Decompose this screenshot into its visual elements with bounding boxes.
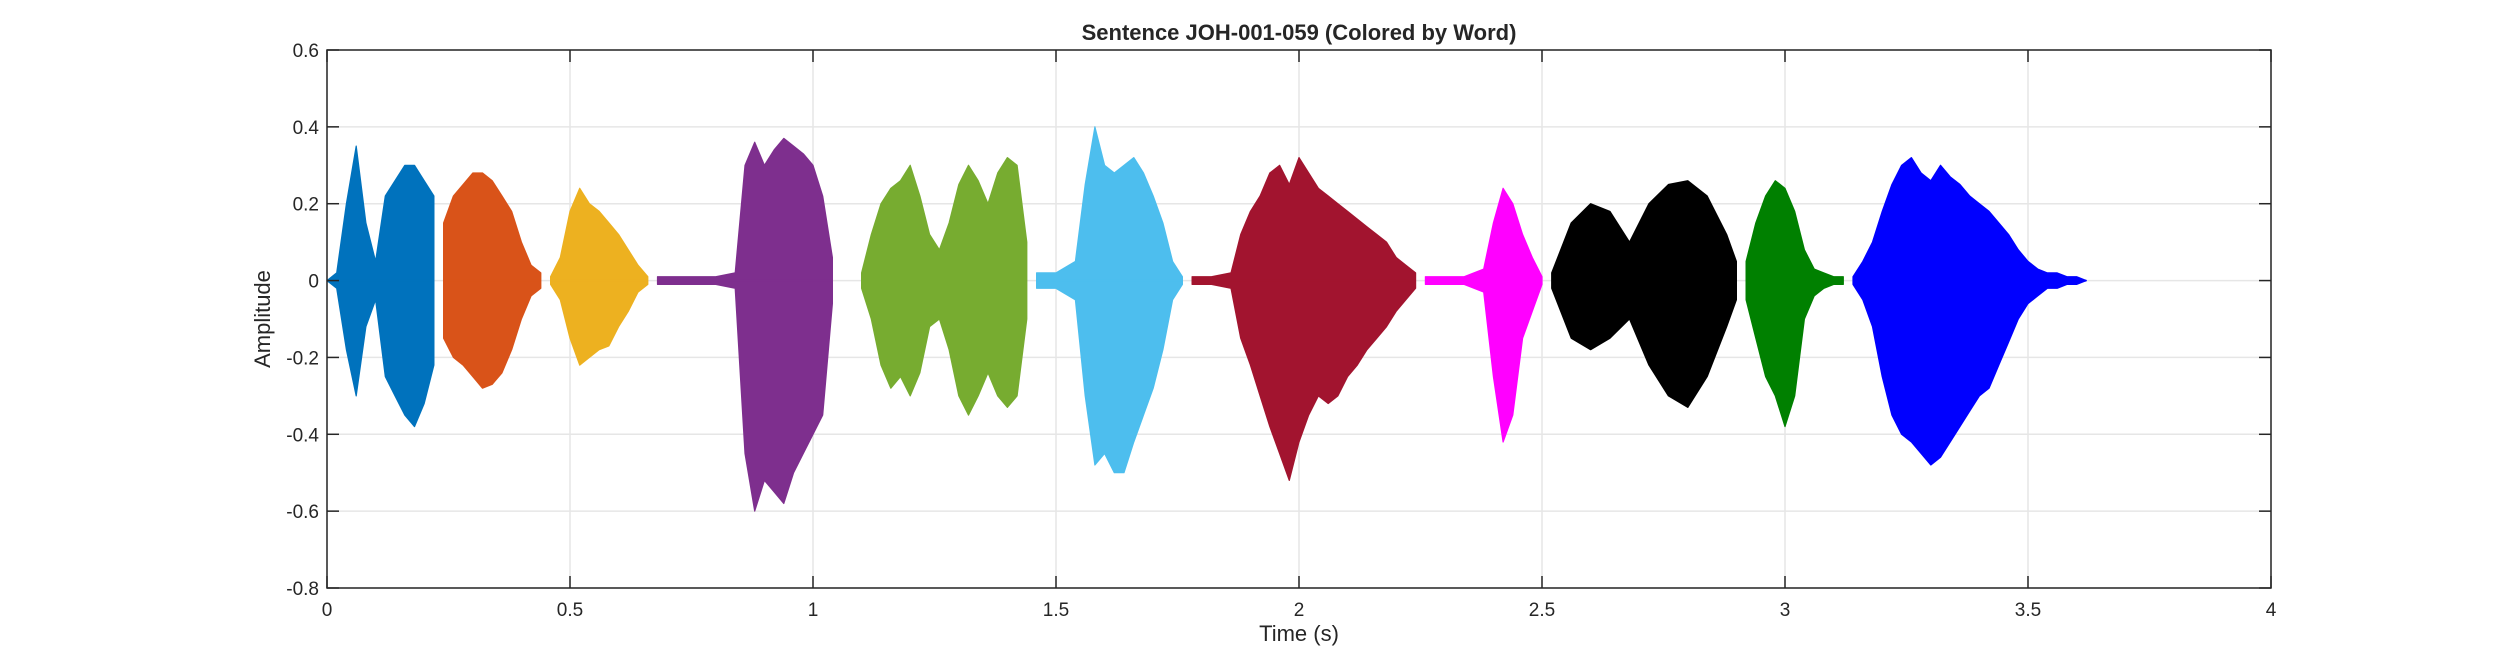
waveform-envelope	[656, 137, 833, 512]
word-segment-8	[1424, 187, 1543, 443]
y-tick-label: -0.4	[286, 425, 319, 446]
x-tick-label: 4	[2266, 600, 2277, 621]
word-segment-10	[1745, 180, 1844, 428]
word-segment-5	[861, 157, 1028, 416]
waveform-envelope	[1745, 180, 1844, 428]
y-tick-label: 0.4	[293, 118, 320, 139]
y-tick-label: -0.6	[286, 502, 319, 523]
waveform-envelope	[1036, 126, 1183, 474]
word-segment-11	[1852, 157, 2087, 466]
word-segment-4	[656, 137, 833, 512]
waveform-envelope	[1551, 180, 1737, 408]
x-tick-label: 1.5	[1043, 600, 1069, 621]
x-tick-label: 2.5	[1529, 600, 1555, 621]
y-tick-label: 0	[308, 272, 319, 293]
waveform-envelope	[1852, 157, 2087, 466]
waveform-envelope	[1191, 157, 1417, 481]
word-segment-6	[1036, 126, 1183, 474]
x-tick-label: 2	[1294, 600, 1305, 621]
y-tick-label: -0.8	[286, 579, 319, 600]
waveform-envelope	[550, 187, 649, 366]
y-tick-label: -0.2	[286, 348, 319, 369]
word-segment-7	[1191, 157, 1417, 481]
x-axis-label: Time (s)	[1259, 621, 1339, 646]
y-tick-label: 0.2	[293, 195, 319, 216]
y-axis-label: Amplitude	[250, 270, 275, 368]
waveform-envelope	[1424, 187, 1543, 443]
x-tick-label: 3	[1780, 600, 1791, 621]
x-tick-label: 0	[322, 600, 333, 621]
x-tick-label: 3.5	[2015, 600, 2041, 621]
chart-title: Sentence JOH-001-059 (Colored by Word)	[1082, 20, 1517, 45]
x-tick-label: 1	[808, 600, 819, 621]
word-segment-3	[550, 187, 649, 366]
x-tick-label: 0.5	[557, 600, 583, 621]
waveform-envelope	[861, 157, 1028, 416]
word-segment-1	[326, 145, 435, 428]
word-segment-2	[443, 172, 542, 389]
y-tick-label: 0.6	[293, 41, 319, 62]
waveforms	[326, 126, 2087, 512]
word-segment-9	[1551, 180, 1737, 408]
ticks: 0 0.5 1 1.5 2 2.5 3 3.5 4 -0.8 -0.6 -0.4 -0.2 0 0.2 0.4…	[286, 41, 2276, 621]
